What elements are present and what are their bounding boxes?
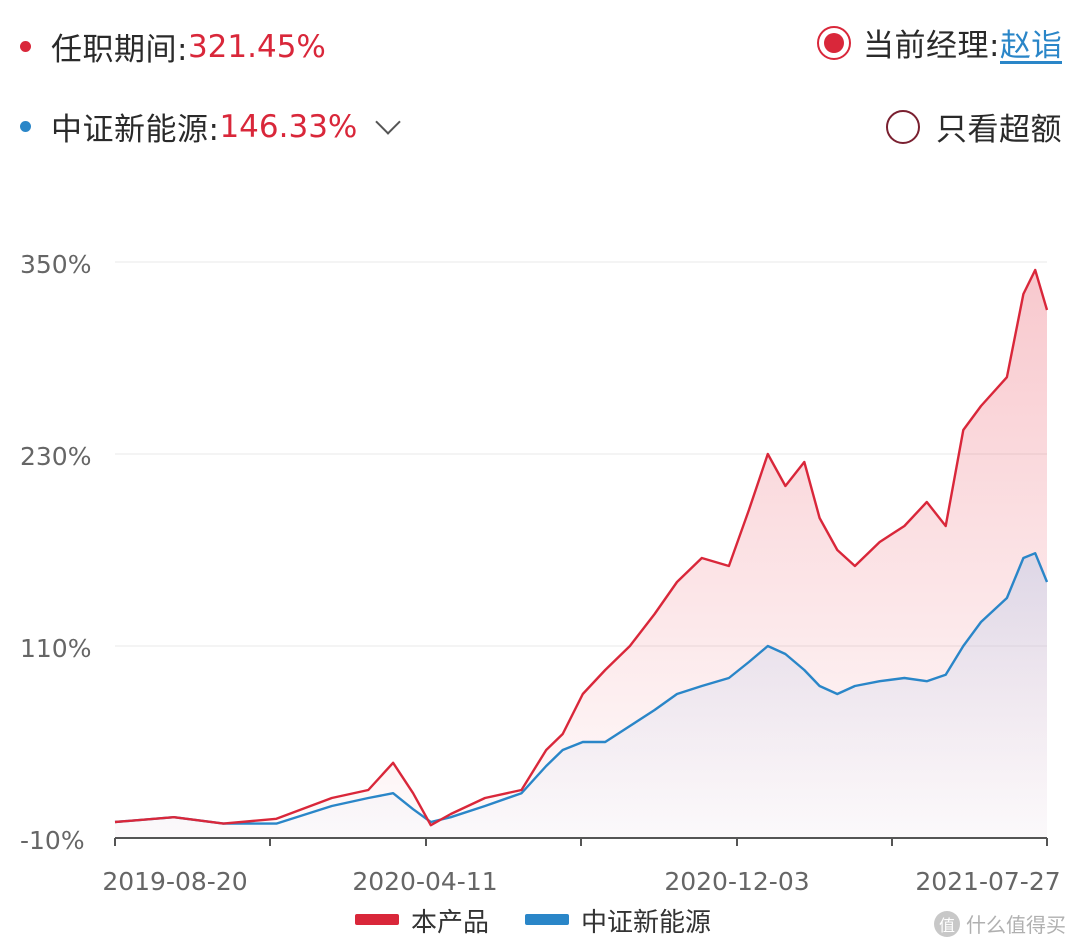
- manager-label: 当前经理:: [863, 28, 1000, 64]
- current-manager-toggle[interactable]: 当前经理: 赵诣: [817, 20, 1062, 65]
- excess-only-toggle[interactable]: 只看超额: [886, 104, 1062, 149]
- radio-selected-icon[interactable]: [817, 25, 852, 60]
- excess-label: 只看超额: [936, 112, 1062, 148]
- benchmark-dot-icon: [20, 121, 31, 132]
- watermark-text: 什么值得买: [966, 913, 1066, 937]
- y-tick-label: 350%: [20, 250, 91, 279]
- tenure-label: 任职期间:: [51, 32, 188, 68]
- x-tick-label: 2020-04-11: [352, 867, 497, 896]
- y-tick-label: 230%: [20, 442, 91, 471]
- x-tick-label: 2019-08-20: [102, 867, 247, 896]
- x-tick-label: 2021-07-27: [915, 867, 1060, 896]
- benchmark-legend-label[interactable]: 中证新能源: [581, 908, 711, 938]
- benchmark-line: [114, 552, 1049, 825]
- manager-name-link[interactable]: 赵诣: [1000, 28, 1062, 64]
- y-tick-label: 110%: [20, 634, 91, 663]
- benchmark-area: [115, 553, 1047, 838]
- tenure-return: 任职期间: 321.45%: [20, 24, 326, 69]
- product-legend-label[interactable]: 本产品: [411, 908, 489, 938]
- zhi-logo-icon: 值: [934, 910, 960, 937]
- benchmark-return[interactable]: 中证新能源: 146.33%: [20, 104, 402, 149]
- product-line: [114, 268, 1049, 827]
- benchmark-label: 中证新能源:: [51, 112, 220, 148]
- y-tick-label: -10%: [20, 826, 85, 855]
- tenure-value: 321.45%: [187, 28, 326, 65]
- benchmark-value: 146.33%: [219, 108, 358, 145]
- benchmark-legend-swatch[interactable]: [525, 914, 569, 925]
- product-dot-icon: [20, 41, 31, 52]
- watermark: 值 什么值得买: [934, 909, 1066, 938]
- radio-unselected-icon[interactable]: [886, 109, 920, 144]
- product-legend-swatch[interactable]: [355, 914, 399, 925]
- x-tick-label: 2020-12-03: [664, 867, 809, 896]
